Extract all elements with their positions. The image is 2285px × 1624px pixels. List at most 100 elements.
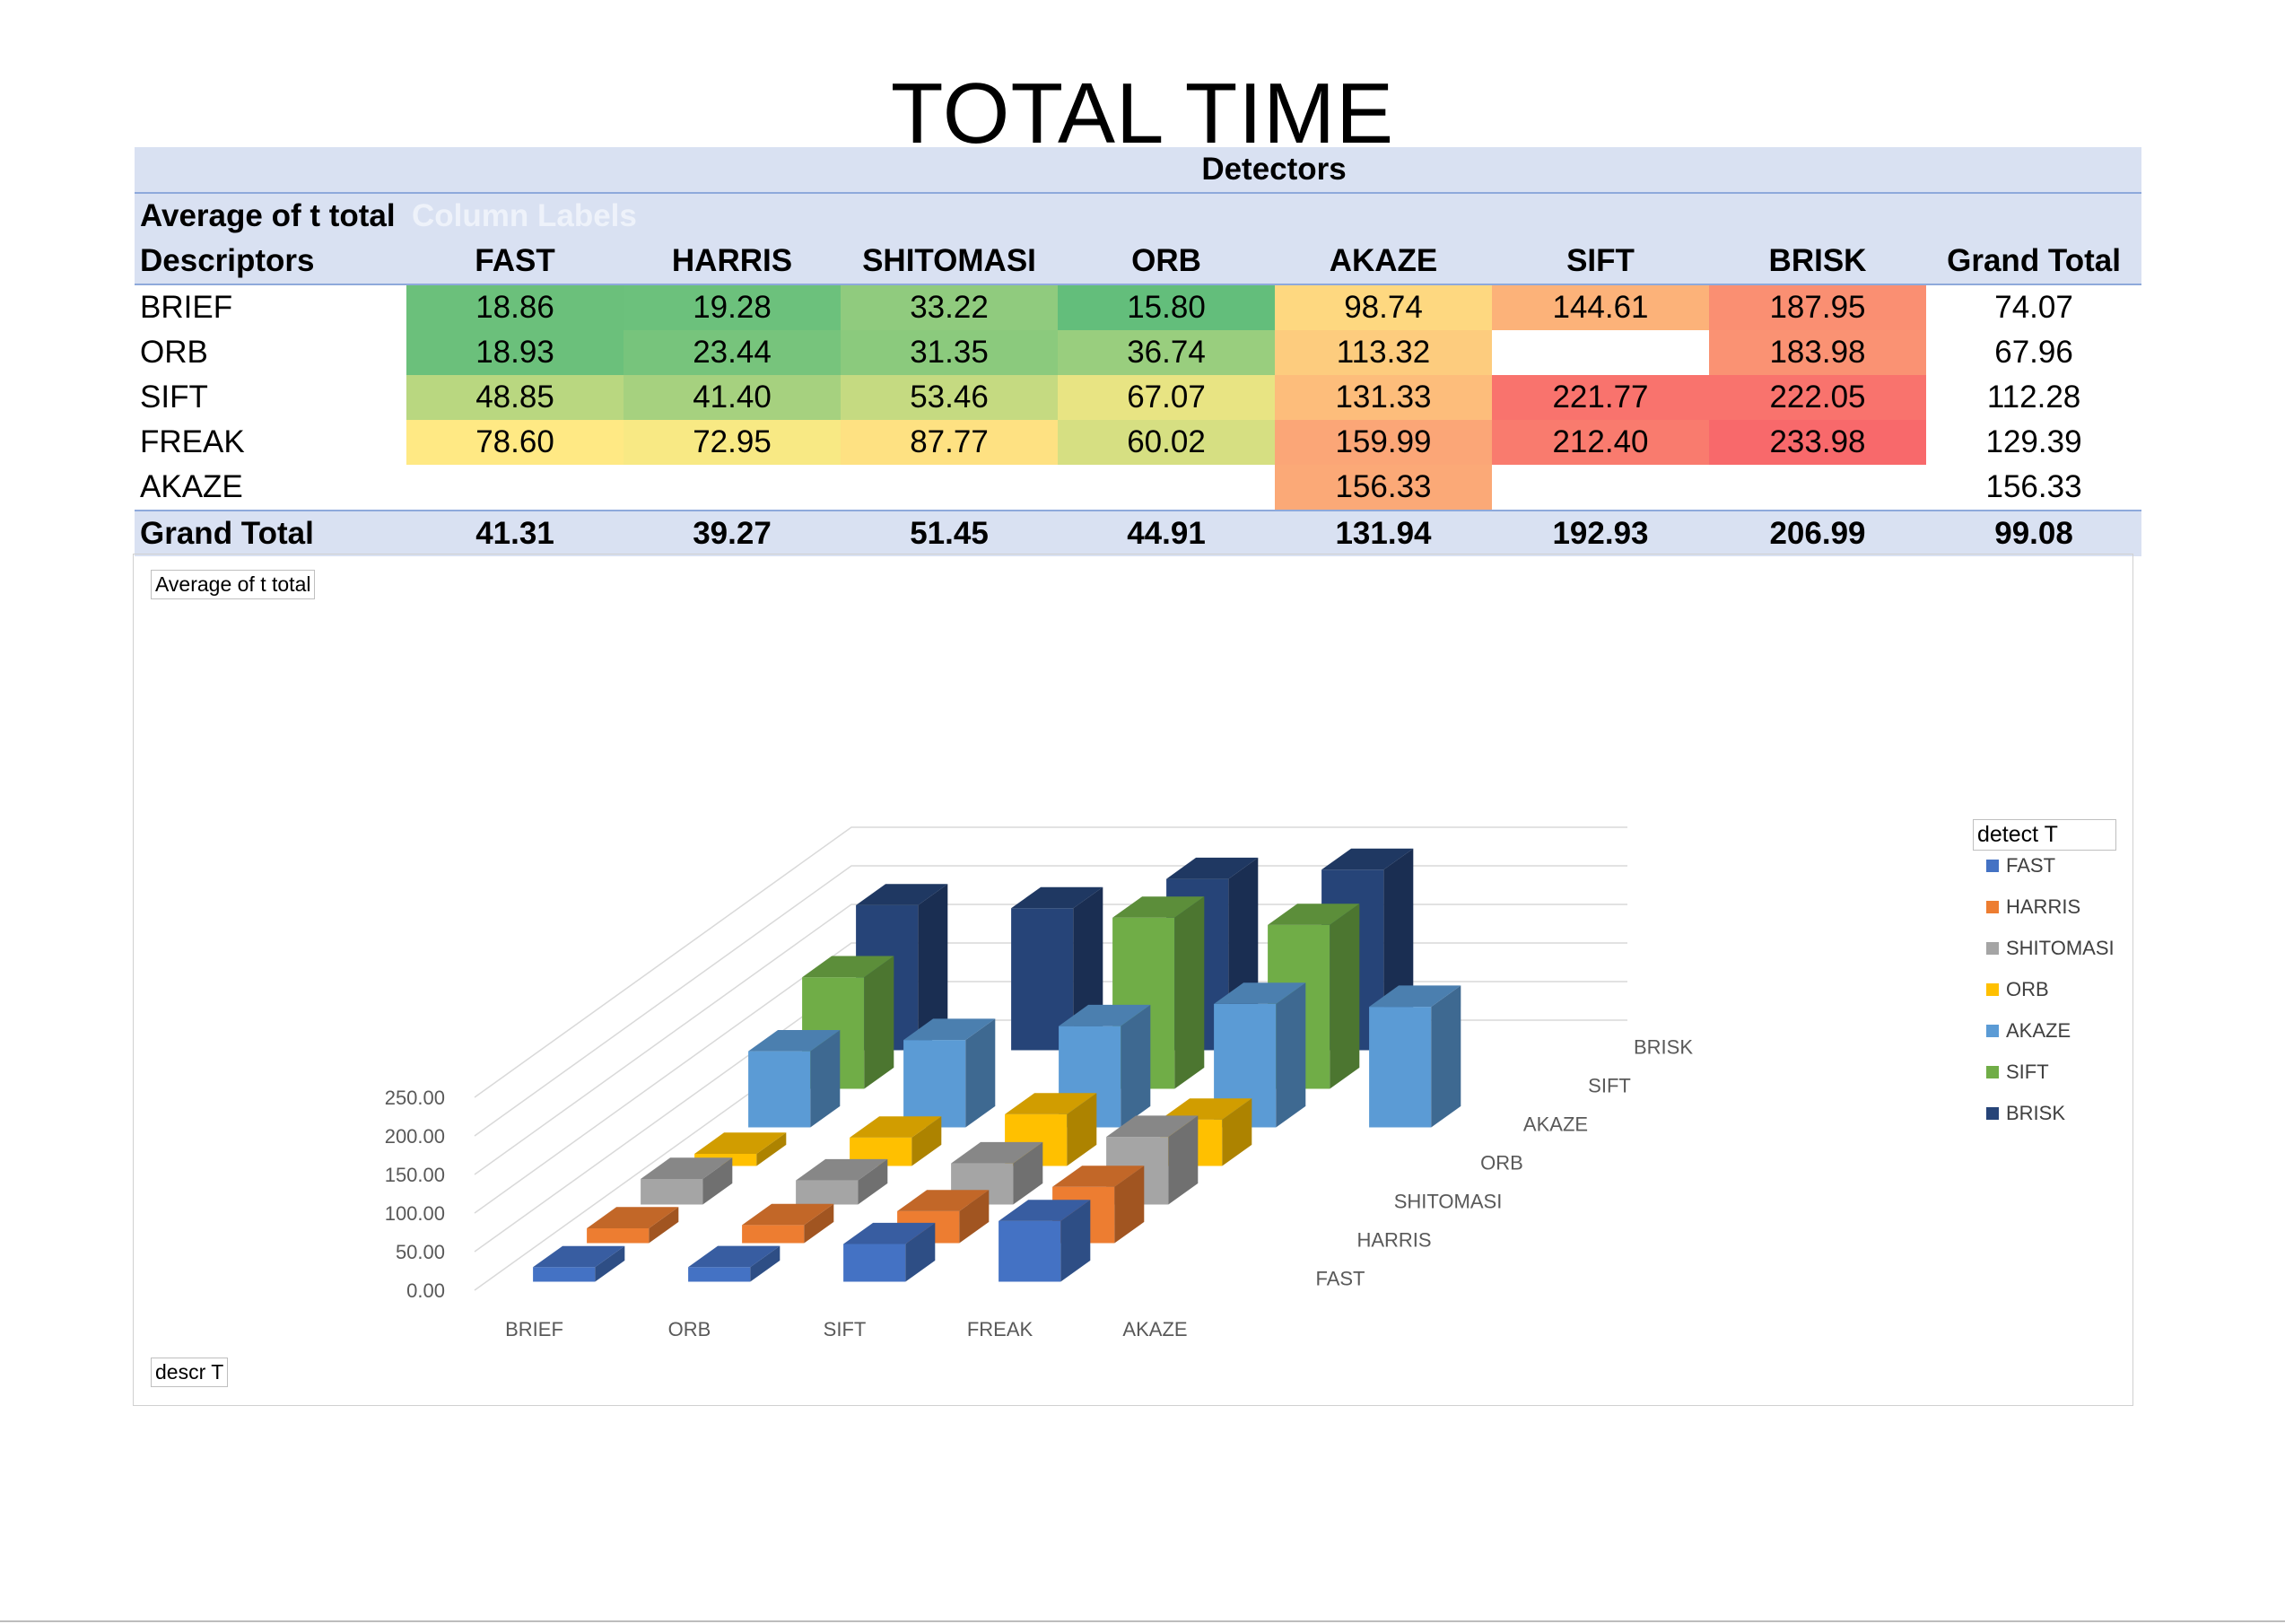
value-cell: 18.86 [406, 284, 624, 330]
column-header: HARRIS [624, 239, 841, 285]
bar-akaze-orb [903, 1018, 996, 1128]
value-field-button[interactable]: Average of t total [151, 570, 316, 599]
table-row: AKAZE 156.33 156.33 [135, 465, 2141, 511]
y-tick-label: 200.00 [385, 1125, 445, 1148]
bar-harris-orb [742, 1203, 834, 1244]
table-row: BRIEF 18.86 19.28 33.22 15.80 98.74 144.61 187.… [135, 284, 2141, 330]
value-cell: 98.74 [1275, 284, 1492, 330]
value-cell: 144.61 [1492, 284, 1709, 330]
bar-harris-brief [587, 1207, 679, 1244]
column-header: Grand Total [1926, 239, 2142, 285]
legend-field-button[interactable]: detect T [1973, 819, 2116, 851]
value-cell: 183.98 [1709, 330, 1926, 375]
x-category-label: ORB [668, 1318, 711, 1340]
column-header: ORB [1058, 239, 1275, 285]
grand-total-cell: 39.27 [624, 510, 841, 556]
value-cell: 41.40 [624, 375, 841, 420]
legend-entry: ORB [2006, 978, 2049, 1000]
row-label[interactable]: ORB [140, 335, 208, 370]
value-cell: 212.40 [1492, 420, 1709, 465]
grand-total-cell: 192.93 [1492, 510, 1709, 556]
column-header: BRISK [1709, 239, 1926, 285]
row-total-cell: 156.33 [1985, 469, 2082, 504]
row-total-cell: 112.28 [1986, 380, 2081, 415]
value-cell: 221.77 [1492, 375, 1709, 420]
value-cell [1709, 465, 1926, 511]
bar-shitomasi-brief [641, 1157, 733, 1205]
bar-fast-brief [533, 1245, 625, 1282]
table-row: SIFT 48.85 41.40 53.46 67.07 131.33 221.77 222.… [135, 375, 2141, 420]
row-label[interactable]: SIFT [140, 380, 208, 415]
value-cell: 53.46 [841, 375, 1058, 420]
grand-total-cell: 51.45 [841, 510, 1058, 556]
chart-legend: FAST HARRIS SHITOMASI ORB AKAZE SIFT BRISK [1986, 854, 2115, 1124]
legend-swatch [1986, 860, 1999, 872]
value-field-label[interactable]: Average of t total [135, 193, 406, 239]
bar-akaze-freak [1214, 982, 1306, 1128]
column-labels-dropdown[interactable]: Column Labels [406, 193, 841, 239]
value-cell [406, 465, 624, 511]
grand-total-cell: 131.94 [1275, 510, 1492, 556]
bar-fast-orb [688, 1245, 781, 1282]
legend-entry: HARRIS [2006, 895, 2080, 918]
legend-entry: FAST [2006, 854, 2055, 877]
axis-field-button[interactable]: descr T [151, 1358, 229, 1387]
pivot-chart[interactable]: 0.00 50.00 100.00 150.00 200.00 250.00 BRIEF OR… [133, 554, 2133, 1406]
depth-series-label: FAST [1315, 1268, 1365, 1290]
legend-swatch [1986, 1025, 1999, 1037]
y-tick-label: 50.00 [396, 1241, 445, 1263]
bar-fast-sift [843, 1222, 936, 1282]
detectors-band-label: Detectors [406, 147, 2142, 194]
page-divider [0, 1620, 2285, 1622]
value-cell: 36.74 [1058, 330, 1275, 375]
value-cell: 15.80 [1058, 284, 1275, 330]
pivot-table: Detectors Average of t total Column Labe… [135, 147, 2142, 556]
value-cell [1492, 330, 1709, 375]
bar-fast-freak [999, 1200, 1091, 1282]
band-spacer [135, 147, 406, 194]
value-cell [624, 465, 841, 511]
row-label[interactable]: FREAK [140, 424, 245, 459]
value-cell: 72.95 [624, 420, 841, 465]
y-tick-label: 0.00 [406, 1279, 445, 1302]
column-header: SIFT [1492, 239, 1709, 285]
value-cell: 78.60 [406, 420, 624, 465]
value-cell [1492, 465, 1709, 511]
value-cell: 67.07 [1058, 375, 1275, 420]
legend-entry: SHITOMASI [2006, 937, 2115, 959]
legend-swatch [1986, 942, 1999, 955]
bar-brisk-orb [1011, 886, 1103, 1051]
grand-total-cell: 99.08 [1926, 510, 2142, 556]
legend-swatch [1986, 901, 1999, 913]
grand-total-cell: 44.91 [1058, 510, 1275, 556]
value-cell: 23.44 [624, 330, 841, 375]
x-category-label: BRIEF [505, 1318, 563, 1340]
value-cell: 156.33 [1275, 465, 1492, 511]
band-fill [841, 193, 2142, 239]
table-row: FREAK 78.60 72.95 87.77 60.02 159.99 212.40 233… [135, 420, 2141, 465]
legend-entry: SIFT [2006, 1061, 2049, 1083]
value-cell: 222.05 [1709, 375, 1926, 420]
row-total-cell: 74.07 [1994, 290, 2073, 325]
value-cell: 113.32 [1275, 330, 1492, 375]
page-title: TOTAL TIME [890, 65, 1395, 162]
row-total-cell: 129.39 [1985, 424, 2082, 459]
x-category-label: FREAK [967, 1318, 1033, 1340]
row-field-label[interactable]: Descriptors [135, 239, 406, 285]
value-cell: 60.02 [1058, 420, 1275, 465]
value-cell [1058, 465, 1275, 511]
legend-swatch [1986, 1107, 1999, 1120]
row-total-cell: 67.96 [1994, 335, 2073, 370]
bar-orb-brief [694, 1132, 787, 1166]
bar-orb-orb [850, 1116, 942, 1166]
value-cell: 87.77 [841, 420, 1058, 465]
value-cell: 33.22 [841, 284, 1058, 330]
depth-series-label: BRISK [1634, 1036, 1693, 1059]
row-label[interactable]: BRIEF [140, 290, 233, 325]
y-tick-label: 100.00 [385, 1202, 445, 1225]
depth-series-label: SIFT [1588, 1075, 1631, 1097]
depth-series-label: HARRIS [1356, 1229, 1431, 1252]
value-cell: 48.85 [406, 375, 624, 420]
row-label[interactable]: AKAZE [140, 469, 243, 504]
value-cell: 18.93 [406, 330, 624, 375]
